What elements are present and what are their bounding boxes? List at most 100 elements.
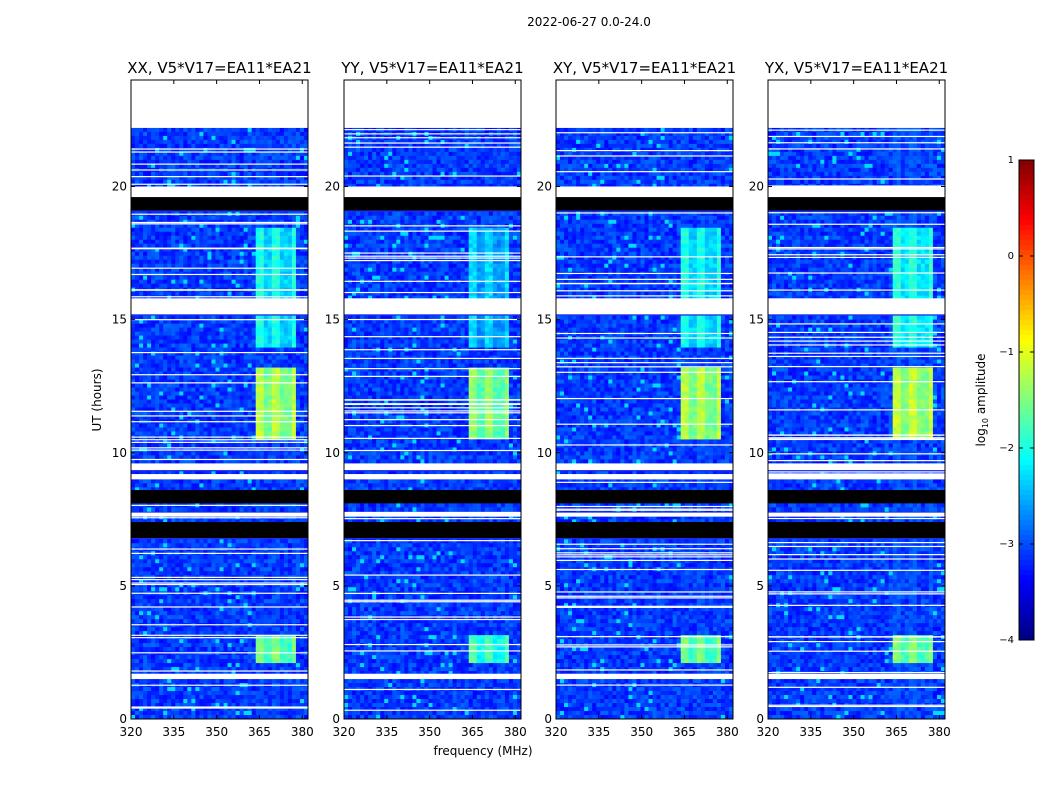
heat-cell	[255, 251, 261, 257]
heat-cell	[275, 563, 281, 568]
heat-cell	[227, 571, 232, 576]
heat-cell	[131, 543, 136, 548]
heat-cell	[247, 251, 253, 257]
heat-cell	[171, 179, 176, 185]
heat-cell	[131, 519, 136, 524]
heat-cell	[299, 127, 305, 133]
heat-cell	[195, 571, 200, 576]
heat-cell	[231, 571, 236, 576]
heat-cell	[275, 351, 281, 356]
heat-cell	[171, 655, 176, 660]
heat-cell	[167, 335, 172, 340]
heat-cell	[179, 251, 184, 257]
heat-cell	[291, 399, 297, 404]
heat-cell	[223, 379, 228, 384]
heat-cell	[139, 139, 144, 145]
heat-cell	[259, 603, 265, 608]
heat-cell	[303, 487, 308, 492]
heat-cell	[183, 239, 188, 245]
heat-cell	[263, 315, 269, 321]
heat-cell	[291, 275, 297, 281]
heat-cell	[135, 379, 140, 384]
heat-cell	[287, 543, 293, 548]
heat-cell	[159, 439, 164, 444]
heat-cell	[131, 427, 136, 432]
heat-cell	[223, 647, 228, 652]
heat-cell	[171, 583, 176, 588]
heat-cell	[199, 387, 204, 392]
heat-cell	[279, 391, 285, 396]
heat-cell	[279, 395, 285, 400]
heat-cell	[159, 607, 164, 612]
heat-cell	[207, 431, 212, 436]
heat-cell	[219, 135, 224, 141]
heat-cell	[299, 391, 305, 396]
heat-cell	[243, 235, 249, 241]
heat-cell	[303, 607, 308, 612]
heat-cell	[223, 347, 228, 352]
heat-cell	[239, 175, 245, 181]
heat-cell	[207, 487, 212, 492]
heat-cell	[215, 267, 220, 273]
heat-cell	[223, 403, 228, 408]
heat-cell	[219, 427, 224, 432]
heat-cell	[275, 543, 281, 548]
heat-cell	[279, 571, 285, 576]
heat-cell	[251, 231, 257, 237]
heat-cell	[299, 243, 305, 249]
heat-cell	[283, 183, 289, 189]
heat-cell	[279, 291, 285, 297]
heat-cell	[151, 459, 156, 464]
heat-cell	[227, 587, 232, 592]
heat-cell	[303, 159, 308, 165]
heat-cell	[135, 391, 140, 396]
heat-cell	[199, 231, 204, 237]
heat-cell	[283, 567, 289, 572]
heat-cell	[283, 455, 289, 460]
heat-cell	[155, 215, 160, 221]
heat-cell	[295, 479, 301, 484]
heat-cell	[159, 483, 164, 488]
heat-cell	[135, 331, 140, 336]
heat-cell	[227, 159, 232, 165]
heat-cell	[259, 443, 265, 448]
heat-cell	[227, 567, 232, 572]
heat-cell	[223, 387, 228, 392]
heat-cell	[259, 155, 265, 161]
heat-cell	[291, 359, 297, 364]
heat-cell	[151, 487, 156, 492]
heat-cell	[187, 279, 192, 285]
heat-cell	[251, 367, 257, 372]
heat-cell	[263, 247, 269, 253]
heat-cell	[131, 615, 136, 620]
heat-cell	[243, 335, 249, 340]
heat-cell	[251, 555, 257, 560]
heat-cell	[191, 607, 196, 612]
heat-cell	[219, 611, 224, 616]
heat-cell	[147, 367, 152, 372]
heat-cell	[287, 587, 293, 592]
heat-cell	[203, 259, 208, 265]
heat-cell	[267, 263, 273, 269]
heat-cell	[175, 643, 180, 648]
heat-cell	[215, 223, 220, 229]
heat-cell	[255, 603, 261, 608]
heat-cell	[287, 295, 293, 301]
heat-cell	[243, 643, 249, 648]
heat-cell	[263, 331, 269, 336]
heat-cell	[155, 479, 160, 484]
heat-cell	[243, 563, 249, 568]
heat-cell	[267, 367, 273, 372]
heat-cell	[299, 507, 305, 512]
heat-cell	[295, 367, 301, 372]
heat-cell	[291, 539, 297, 544]
heat-cell	[171, 567, 176, 572]
heat-cell	[255, 151, 261, 157]
heat-cell	[215, 291, 220, 297]
heat-cell	[191, 543, 196, 548]
heat-cell	[295, 483, 301, 488]
heat-cell	[191, 395, 196, 400]
heat-cell	[151, 171, 156, 177]
heat-cell	[283, 147, 289, 153]
heat-cell	[131, 595, 136, 600]
